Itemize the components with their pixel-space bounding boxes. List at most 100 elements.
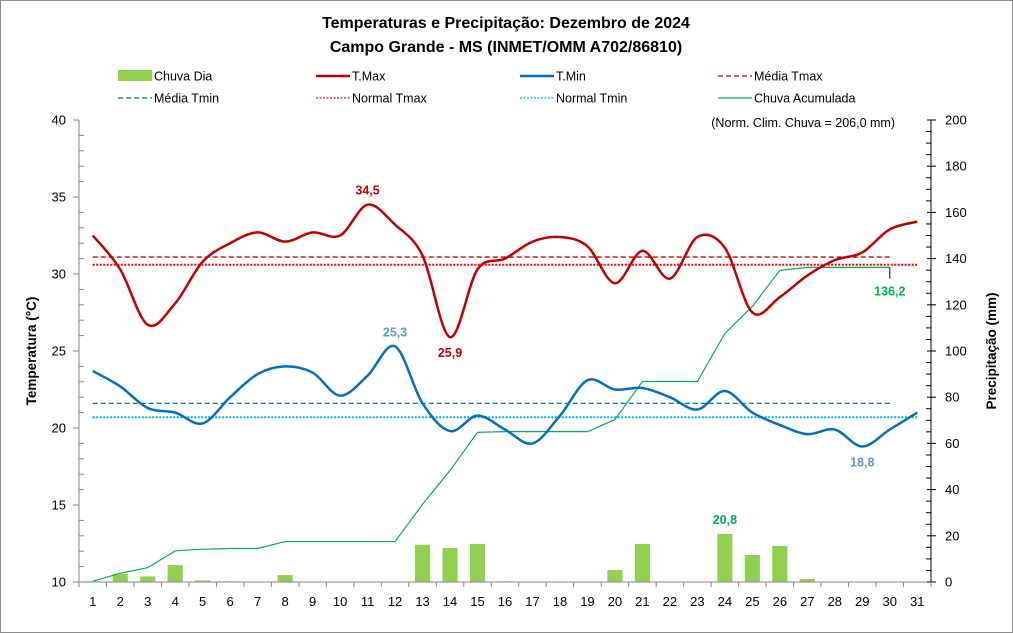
rain-bar-day-13 <box>414 544 431 582</box>
rain-bar-day-21 <box>634 543 650 582</box>
y-left-tick-label: 30 <box>52 267 66 282</box>
legend-label-media_tmin: Média Tmin <box>154 92 219 106</box>
x-tick-label: 28 <box>828 594 842 609</box>
rain-bar-day-24 <box>717 533 733 582</box>
rain-bar-day-4 <box>167 565 183 582</box>
x-tick-label: 4 <box>172 594 179 609</box>
x-tick-label: 15 <box>470 594 484 609</box>
rain-bar-day-3 <box>140 576 156 582</box>
x-tick-label: 21 <box>635 594 649 609</box>
reference-lines <box>92 256 918 419</box>
line-tmax <box>91 203 918 339</box>
x-tick-label: 6 <box>227 594 234 609</box>
x-tick-label: 30 <box>883 594 897 609</box>
legend: Chuva Dia T.Max T.Min Média Tmax Média Tmin N… <box>118 70 856 106</box>
x-tick-label: 11 <box>361 594 375 609</box>
x-tick-label: 23 <box>690 594 704 609</box>
chart-title: Temperaturas e Precipitação: Dezembro de… <box>322 15 690 32</box>
x-tick-label: 1 <box>89 594 96 609</box>
rain-bar-day-14 <box>442 548 458 582</box>
y-left-tick-label: 20 <box>52 421 66 436</box>
y-axis-left-title: Temperatura (°C) <box>24 297 39 406</box>
line-tmin <box>92 344 918 448</box>
data-label-chuva_dia-day-24: 20,8 <box>713 513 737 527</box>
legend-label-normal_tmin: Normal Tmin <box>556 92 627 106</box>
x-tick-label: 26 <box>773 594 787 609</box>
y-right-tick-label: 100 <box>945 344 967 359</box>
rain-bar-day-8 <box>277 575 293 582</box>
legend-item-tmin: T.Min <box>520 70 586 84</box>
legend-label-normal_tmax: Normal Tmax <box>352 92 428 106</box>
legend-item-normal_tmin: Normal Tmin <box>520 92 627 106</box>
x-tick-label: 27 <box>800 594 814 609</box>
x-tick-label: 13 <box>415 594 429 609</box>
y-right-tick-label: 160 <box>945 205 967 220</box>
x-tick-label: 12 <box>388 594 402 609</box>
y-right-tick-label: 0 <box>945 575 952 590</box>
axes: 1015202530354002040608010012014016018020… <box>52 113 967 610</box>
x-tick-label: 7 <box>254 594 261 609</box>
x-tick-label: 17 <box>525 594 539 609</box>
data-label-tmin-day-12: 25,3 <box>383 325 407 339</box>
legend-item-media_tmax: Média Tmax <box>718 70 823 84</box>
x-tick-label: 22 <box>663 594 677 609</box>
legend-item-tmax: T.Max <box>316 70 386 84</box>
rain-bar-day-15 <box>469 543 486 582</box>
x-tick-label: 29 <box>855 594 869 609</box>
data-labels: 34,5 25,9 25,3 18,8 20,8 136,2 <box>355 184 905 527</box>
chart-subtitle: Campo Grande - MS (INMET/OMM A702/86810) <box>330 39 682 56</box>
legend-label-chuva_dia: Chuva Dia <box>154 70 212 84</box>
y-left-tick-label: 15 <box>52 498 66 513</box>
y-right-tick-label: 20 <box>945 528 959 543</box>
y-right-tick-label: 80 <box>945 390 959 405</box>
x-tick-label: 5 <box>199 594 206 609</box>
data-label-chuva_acum-day-30: 136,2 <box>874 284 905 298</box>
legend-item-normal_tmax: Normal Tmax <box>316 92 428 106</box>
legend-item-media_tmin: Média Tmin <box>118 92 219 106</box>
y-right-tick-label: 180 <box>945 159 967 174</box>
rain-bar-day-26 <box>772 545 788 582</box>
rain-bar-day-2 <box>112 573 128 582</box>
legend-item-chuva_dia: Chuva Dia <box>118 70 212 84</box>
y-axis-right-title: Precipitação (mm) <box>984 292 999 409</box>
rain-bar-day-27 <box>799 578 815 582</box>
legend-label-chuva_acum: Chuva Acumulada <box>754 92 856 106</box>
y-right-tick-label: 140 <box>945 251 967 266</box>
legend-label-tmax: T.Max <box>352 70 386 84</box>
rain-bar-day-20 <box>607 569 623 582</box>
y-right-tick-label: 200 <box>945 113 967 128</box>
x-tick-label: 18 <box>553 594 567 609</box>
rain-bar-day-5 <box>195 580 211 582</box>
x-tick-label: 14 <box>443 594 457 609</box>
rain-bars <box>85 533 815 582</box>
data-label-tmax-day-14: 25,9 <box>438 346 462 360</box>
y-left-tick-label: 40 <box>52 113 66 128</box>
rain-normal-note: (Norm. Clim. Chuva = 206,0 mm) <box>711 116 895 130</box>
x-tick-label: 10 <box>333 594 347 609</box>
data-label-tmax-day-11: 34,5 <box>355 184 379 198</box>
y-left-tick-label: 10 <box>52 575 66 590</box>
x-tick-label: 31 <box>910 594 924 609</box>
legend-label-media_tmax: Média Tmax <box>754 70 823 84</box>
x-tick-label: 24 <box>718 594 732 609</box>
y-right-tick-label: 120 <box>945 297 967 312</box>
line-chuva-acumulada <box>92 266 890 582</box>
x-tick-label: 8 <box>282 594 289 609</box>
y-right-tick-label: 40 <box>945 482 959 497</box>
x-tick-label: 9 <box>309 594 316 609</box>
y-right-tick-label: 60 <box>945 436 959 451</box>
legend-label-tmin: T.Min <box>556 70 586 84</box>
data-label-tmin-day-29: 18,8 <box>850 455 874 469</box>
legend-swatch-chuva_dia <box>118 70 152 81</box>
x-tick-label: 16 <box>498 594 512 609</box>
x-tick-label: 25 <box>745 594 759 609</box>
data-lines <box>91 203 918 582</box>
x-tick-label: 2 <box>117 594 124 609</box>
y-left-tick-label: 35 <box>52 190 66 205</box>
x-tick-label: 20 <box>608 594 622 609</box>
y-left-tick-label: 25 <box>52 344 66 359</box>
x-tick-label: 19 <box>580 594 594 609</box>
rain-bar-day-25 <box>744 554 760 582</box>
x-tick-label: 3 <box>144 594 151 609</box>
